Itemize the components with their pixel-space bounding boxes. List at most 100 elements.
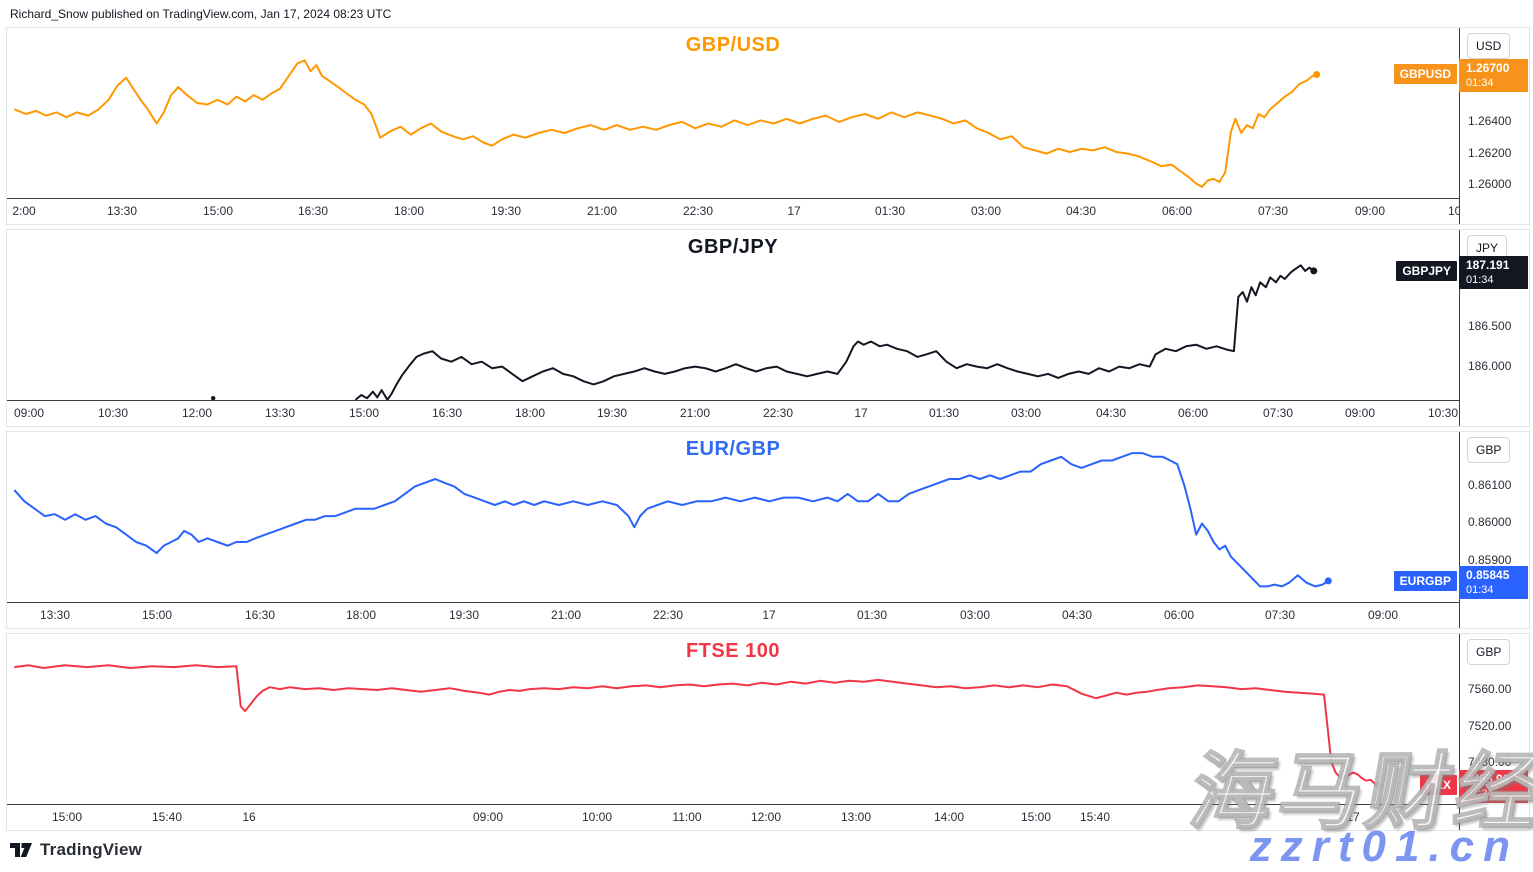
time-tick: 03:00 (1010, 406, 1042, 420)
axis-corner (1459, 199, 1529, 224)
symbol-label: GBPUSD (1393, 64, 1457, 85)
time-tick: 11:00 (672, 810, 702, 824)
time-tick: 10:30 (1447, 204, 1459, 218)
price-axis-gbpusd: USD 1.26400 1.26200 1.26000 1.26700 01:34 (1459, 28, 1529, 199)
chart-area-ftse100: FTSE 100 GBP 7560.00 7520.00 7480.00 7455.98 0… (7, 634, 1529, 805)
panel-eurgbp: EUR/GBP GBP 0.86100 0.86000 0.85900 0.85845 01… (6, 431, 1530, 629)
time-tick: 10:30 (1427, 406, 1459, 420)
time-tick: 09:00 (1367, 608, 1399, 622)
axis-corner (1459, 805, 1529, 830)
time-tick: 07:30 (1264, 608, 1296, 622)
time-tick: 09:00 (472, 810, 504, 824)
time-tick: 01:30 (874, 204, 906, 218)
time-axis-gbpjpy: 09:00 10:30 12:00 13:30 15:00 16:30 18:00 19:30… (7, 401, 1529, 426)
time-tick: 17 (787, 204, 801, 218)
last-price-value: 0.85845 (1466, 567, 1510, 582)
symbol-label: UKX (1419, 775, 1457, 796)
axis-corner (1459, 603, 1529, 628)
time-tick: 07:30 (1262, 406, 1294, 420)
time-tick: 04:30 (1065, 204, 1097, 218)
time-tick: 10:30 (97, 406, 129, 420)
chart-panels: GBP/USD USD 1.26400 1.26200 1.26000 1.26700 01… (0, 27, 1533, 831)
axis-corner (1459, 401, 1529, 426)
time-tick: 04:30 (1061, 608, 1093, 622)
price-axis-ftse100: GBP 7560.00 7520.00 7480.00 7455.98 01:34 (1459, 634, 1529, 805)
time-tick: 19:30 (596, 406, 628, 420)
time-tick: 14:00 (933, 810, 965, 824)
last-price-value: 187.191 (1466, 257, 1510, 272)
time-ticks: 09:00 10:30 12:00 13:30 15:00 16:30 18:00 19:30… (7, 401, 1459, 426)
price-tick: 7520.00 (1468, 718, 1512, 733)
time-tick: 19:30 (448, 608, 480, 622)
time-ticks: 13:30 15:00 16:30 18:00 19:30 21:00 22:30 17 01:… (7, 603, 1459, 628)
symbol-label: EURGBP (1393, 570, 1457, 591)
time-tick: 03:00 (959, 608, 991, 622)
time-tick: 12:00 (750, 810, 782, 824)
time-tick: 09:00 (1344, 406, 1376, 420)
time-tick: 06:00 (1177, 406, 1209, 420)
time-tick: 13:30 (39, 608, 71, 622)
last-price-label: 7455.98 01:34 (1459, 770, 1528, 804)
time-tick: 16:30 (244, 608, 276, 622)
time-tick: 15:40 (1079, 810, 1111, 824)
time-tick: 15:00 (51, 810, 83, 824)
time-ticks: 2:00 13:30 15:00 16:30 18:00 19:30 21:00 22:30 1… (7, 199, 1459, 224)
last-price-value: 1.26700 (1466, 61, 1510, 76)
time-tick: 22:30 (652, 608, 684, 622)
tradingview-wordmark: TradingView (40, 840, 143, 859)
time-tick: 01:30 (856, 608, 888, 622)
time-tick: 15:00 (141, 608, 173, 622)
time-tick: 13:30 (106, 204, 138, 218)
chart-area-eurgbp: EUR/GBP GBP 0.86100 0.86000 0.85900 0.85845 01… (7, 432, 1529, 603)
time-tick: 10:00 (581, 810, 613, 824)
price-tick: 0.86000 (1468, 515, 1512, 530)
time-tick: 21:00 (679, 406, 711, 420)
countdown-timer: 01:34 (1466, 273, 1494, 286)
symbol-label: GBPJPY (1396, 260, 1457, 281)
panel-ftse100: FTSE 100 GBP 7560.00 7520.00 7480.00 7455.98 0… (6, 633, 1530, 831)
time-tick: 15:00 (348, 406, 380, 420)
time-tick: 19:30 (490, 204, 522, 218)
price-tick: 1.26000 (1468, 177, 1512, 192)
time-tick: 13:00 (840, 810, 872, 824)
time-tick: 06:00 (1163, 608, 1195, 622)
time-tick: 16 (242, 810, 256, 824)
price-axis-gbpjpy: JPY 186.500 186.000 187.191 01:34 (1459, 230, 1529, 401)
price-tick: 0.85900 (1468, 552, 1512, 567)
time-tick: 18:00 (345, 608, 377, 622)
chart-area-gbpjpy: GBP/JPY JPY 186.500 186.000 187.191 01:34 GBPJ… (7, 230, 1529, 401)
time-tick: 12:00 (181, 406, 213, 420)
time-tick: 15:40 (151, 810, 183, 824)
countdown-timer: 01:34 (1466, 583, 1494, 596)
time-tick: 13:30 (264, 406, 296, 420)
time-tick: 06:00 (1161, 204, 1193, 218)
price-line-ftse100 (14, 664, 1382, 789)
time-tick: 21:00 (550, 608, 582, 622)
last-price-label: 187.191 01:34 (1459, 255, 1528, 289)
price-tick: 186.000 (1468, 359, 1512, 374)
price-axis-eurgbp: GBP 0.86100 0.86000 0.85900 0.85845 01:34 (1459, 432, 1529, 603)
price-line-gbpusd (13, 59, 1321, 188)
time-tick: 17 (1346, 810, 1360, 824)
countdown-timer: 01:34 (1466, 77, 1494, 90)
time-tick: 15:00 (202, 204, 234, 218)
time-tick: 2:00 (12, 204, 36, 218)
price-tick: 7480.00 (1468, 755, 1512, 770)
time-tick: 22:30 (682, 204, 714, 218)
currency-badge: USD (1467, 33, 1511, 59)
time-tick: 04:30 (1095, 406, 1127, 420)
time-axis-gbpusd: 2:00 13:30 15:00 16:30 18:00 19:30 21:00 22:30 1… (7, 199, 1529, 224)
time-tick: 16:30 (297, 204, 329, 218)
price-tick: 186.500 (1468, 318, 1512, 333)
time-ticks: 15:00 15:40 16 09:00 10:00 11:00 12:00 13:00 14:… (7, 805, 1459, 830)
last-price-value: 7455.98 (1466, 772, 1510, 787)
price-tick: 0.86100 (1468, 478, 1512, 493)
countdown-timer: 01:34 (1466, 788, 1494, 801)
attribution-text: Richard_Snow published on TradingView.co… (10, 7, 392, 21)
time-tick: 07:30 (1257, 204, 1289, 218)
time-tick: 09:00 (1354, 204, 1386, 218)
last-price-label: 1.26700 01:34 (1459, 59, 1528, 93)
price-tick: 1.26400 (1468, 113, 1512, 128)
footer: TradingView (0, 835, 1533, 865)
